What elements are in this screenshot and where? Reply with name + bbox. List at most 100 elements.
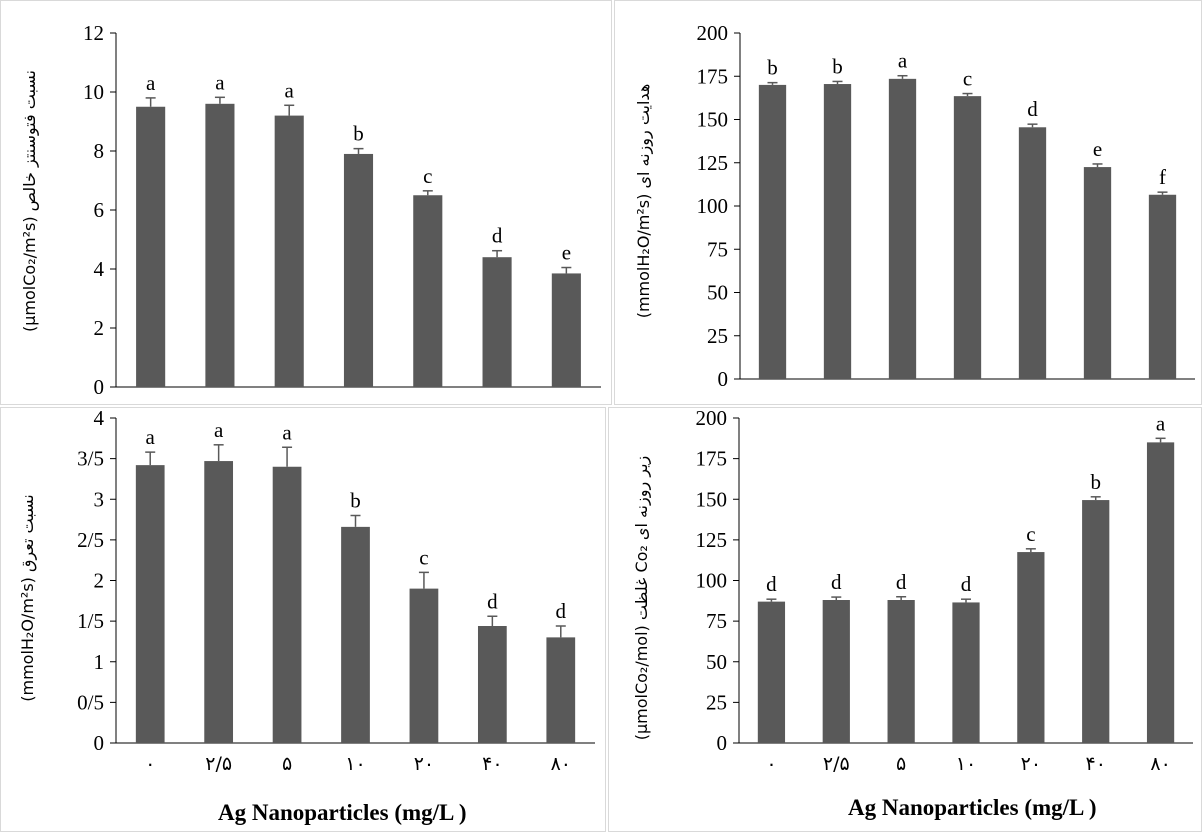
x-tick-label: ۱۰ [345,753,365,775]
significance-letter: d [492,224,503,248]
chart-net-photosynthesis: 0 2 4 6 8 10 12 a a a b c d e (µmolCo₂/m²s) نسبت فتوسن… [20,21,601,399]
y-tick-label: 3/5 [77,447,104,471]
significance-letter: a [898,49,908,73]
significance-letter: e [562,241,571,265]
significance-letter: a [215,70,225,94]
y-tick-label: 50 [706,650,727,674]
y-tick-label: 150 [697,108,729,132]
chart-intercellular-co2: 0 25 50 75 100 125 150 175 200 d ۰ d ۲/۵ d ۵ d ۱۰ c ۲۰ b ۴۰ a… [632,408,1193,775]
x-tick-label: ۵ [282,753,292,775]
y-tick-label: 6 [94,198,105,222]
bar [343,153,374,387]
significance-letter: b [353,122,364,146]
bar [551,273,581,387]
y-axis-title-text: (mmolH₂O/m²s) هدایت روزنه ای [634,84,654,319]
chart-panel-transpiration: 0 0/5 1 1/5 2 2/5 3 3/5 4 a ۰ a ۲/۵ a ۵ b ۱۰ c ۲۰ d ۴۰ d ۸۰ (mm… [0,407,606,832]
y-tick-label: 2 [94,316,105,340]
x-axis-title-left: Ag Nanoparticles (mg/L ) [218,800,467,825]
y-tick-label: 8 [94,139,105,163]
y-tick-label: 200 [696,408,728,430]
y-tick-label: 150 [696,487,728,511]
x-tick-label: ۱۰ [956,753,976,775]
bar [135,465,165,743]
significance-letter: a [214,418,224,442]
y-tick-label: 4 [94,408,105,430]
y-tick-label: 200 [697,21,729,45]
y-tick-label: 1 [94,650,105,674]
significance-letter: d [556,599,567,623]
y-axis-title-text: (µmolCo₂/mol) غلظت Co₂ زیر روزنه ای [632,456,652,741]
bar [482,257,512,387]
y-axis-title-text: (µmolCo₂/m²s) نسبت فتوسنتز خالص [20,70,40,332]
y-tick-label: 2/5 [77,528,104,552]
y-axis-label-fa: نسبت فتوسنتز خالص [20,70,40,211]
y-tick-label: 0/5 [77,690,104,714]
y-tick-label: 100 [697,194,729,218]
significance-letter: b [832,54,843,78]
chart-panel-intercellular-co2: 0 25 50 75 100 125 150 175 200 d ۰ d ۲/۵ d ۵ d ۱۰ c ۲۰ b ۴۰ a… [608,407,1202,832]
significance-letter: d [1027,97,1038,121]
bar [888,78,917,379]
significance-letter: c [419,545,428,569]
y-tick-label: 0 [717,731,728,755]
x-tick-label: ۲۰ [1021,753,1041,775]
significance-letter: b [767,56,778,80]
x-tick-label: ۲۰ [414,753,434,775]
y-tick-label: 10 [83,80,104,104]
significance-letter: d [487,589,498,613]
bar [1083,167,1112,379]
x-tick-label: ۸۰ [1150,753,1170,775]
significance-letter: d [766,572,777,596]
y-tick-label: 0 [94,731,105,755]
significance-letter: e [1093,137,1102,161]
bar [1082,500,1110,743]
y-tick-label: 2 [94,569,105,593]
y-axis-unit: (µmolCo₂/m²s) [20,211,39,332]
y-tick-label: 125 [696,528,728,552]
y-axis-unit: (µmolCo₂/mol) [632,620,651,740]
x-tick-label: ۴۰ [1086,753,1106,775]
bar [1018,127,1047,379]
significance-letter: d [831,570,842,594]
bar [1146,442,1175,743]
x-axis-title-right: Ag Nanoparticles (mg/L ) [848,795,1097,820]
bar [1148,194,1177,379]
x-tick-label: ۰ [766,753,776,775]
y-tick-label: 25 [707,324,728,348]
y-tick-label: 0 [94,375,105,399]
y-tick-label: 1/5 [77,609,104,633]
chart-panel-net-photosynthesis: 0 2 4 6 8 10 12 a a a b c d e (µmolCo₂/m²s) نسبت فتوسن… [0,0,612,405]
y-tick-label: 100 [696,569,728,593]
chart-panel-stomatal-conductance: 0 25 50 75 100 125 150 175 200 b b a c d e f (mmolH₂O/m²… [614,0,1202,405]
y-tick-label: 3 [94,487,105,511]
bar [1017,552,1045,743]
significance-letter: a [1156,411,1166,435]
x-tick-label: ۰ [145,753,155,775]
significance-letter: a [146,425,156,449]
bar [477,626,507,743]
significance-letter: d [961,572,972,596]
x-tick-label: ۸۰ [551,753,571,775]
y-tick-label: 4 [94,257,105,281]
y-tick-label: 75 [706,609,727,633]
significance-letter: a [146,71,156,95]
significance-letter: c [1026,522,1035,546]
significance-letter: f [1159,165,1166,189]
significance-letter: d [896,570,907,594]
x-tick-label: ۴۰ [482,753,502,775]
y-axis-title: (µmolCo₂/m²s) نسبت فتوسنتز خالص [20,70,40,332]
y-tick-label: 12 [83,21,104,45]
y-axis-label-fa: غلظت Co₂ زیر روزنه ای [632,456,652,620]
bar [272,466,302,743]
y-axis-title: (mmolH₂O/m²s) نسبت تعرق [18,494,38,702]
bar [409,588,439,743]
y-tick-label: 75 [707,237,728,261]
bar [205,103,235,388]
bar [758,84,787,380]
significance-letter: a [282,420,292,444]
chart-stomatal-conductance: 0 25 50 75 100 125 150 175 200 b b a c d e f (mmolH₂O/m²… [634,21,1195,391]
significance-letter: b [350,489,361,513]
significance-letter: a [285,78,295,102]
bar [952,602,980,743]
significance-letter: c [963,67,972,91]
